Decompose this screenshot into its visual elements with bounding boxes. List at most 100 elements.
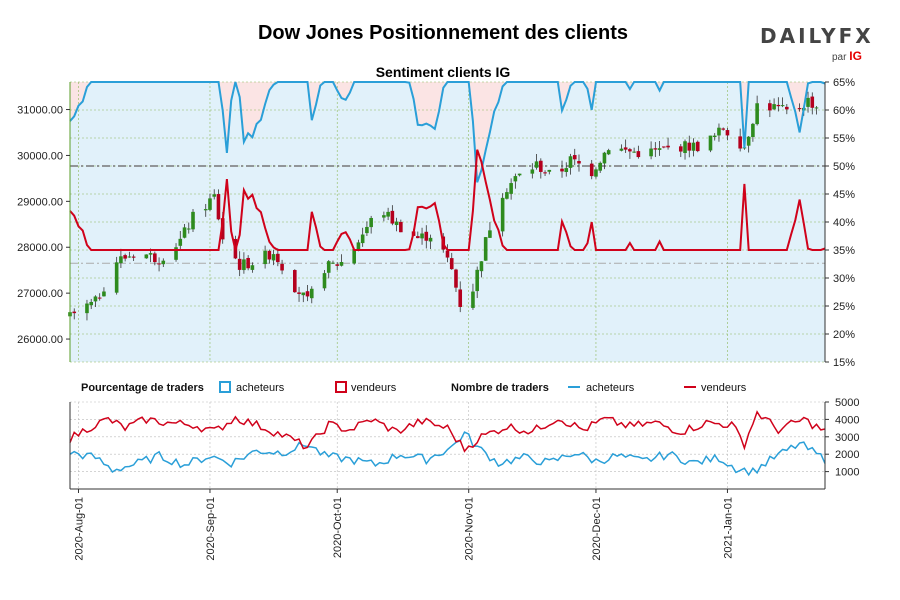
y-tick-label-right: 20% (833, 329, 855, 341)
candle-body (471, 291, 475, 308)
candle-body (623, 147, 628, 150)
candle-body (683, 141, 687, 154)
candle-body (806, 97, 810, 107)
x-axis: 2020-Aug-01 2020-Sep-01 2020-Oct-01 2020-No… (70, 488, 825, 561)
candle-body (785, 106, 789, 110)
candle-body (539, 160, 543, 172)
y-tick-label-left: 26000.00 (17, 334, 63, 346)
candle-body (483, 237, 488, 261)
candle-body (174, 247, 178, 260)
legend-pct-sellers-swatch (335, 381, 347, 393)
candle-body (721, 128, 726, 130)
candle-body (678, 146, 683, 152)
x-tick-label: 2020-Sep-01 (205, 497, 217, 561)
candle-body (530, 169, 535, 174)
candle-body (191, 211, 195, 230)
candle-body (780, 105, 785, 107)
y-tick-label-right: 45% (833, 189, 855, 201)
candle-body (547, 169, 552, 172)
candle-body (543, 172, 547, 174)
candle-body (500, 197, 505, 232)
candle-body (424, 231, 429, 241)
legend-pct-title: Pourcentage de traders (81, 382, 204, 394)
candle-body (445, 250, 450, 258)
candle-body (479, 261, 484, 272)
main-axes: 26000.00 27000.00 28000.00 29000.00 30000.00… (17, 77, 855, 369)
candle-body (602, 152, 607, 164)
candle-body (475, 269, 479, 292)
candles (68, 91, 819, 325)
legend-count-title: Nombre de traders (451, 382, 549, 394)
candle-body (416, 236, 420, 239)
candle-body (386, 211, 390, 217)
candle-body (717, 127, 721, 136)
candle-body (399, 221, 403, 233)
candle-body (335, 264, 340, 266)
sellers-pct-line (69, 149, 826, 251)
candle-body (458, 289, 463, 307)
y-tick-label-left: 31000.00 (17, 105, 63, 117)
count-y-tick-label: 4000 (835, 414, 859, 426)
legend: Pourcentage de traders acheteurs vendeur… (81, 381, 747, 394)
candle-body (144, 254, 149, 259)
candle-body (280, 263, 284, 271)
dailyfx-logo: DAILYFX par IG (760, 24, 874, 63)
y-tick-label-right: 65% (833, 77, 855, 89)
candle-body (250, 265, 255, 270)
candle-body (768, 103, 772, 111)
candle-body (326, 261, 331, 273)
candle-body (123, 255, 127, 259)
candle-body (488, 230, 492, 238)
candle-body (632, 151, 636, 153)
candle-body (509, 183, 513, 194)
candle-body (267, 250, 272, 260)
candle-body (755, 103, 759, 125)
x-tick-label: 2021-Jan-01 (722, 497, 734, 559)
candle-body (691, 142, 696, 151)
candle-body (322, 273, 327, 289)
x-tick-label: 2020-Oct-01 (332, 497, 344, 558)
candle-body (428, 237, 433, 242)
candle-body (157, 263, 161, 265)
candle-body (263, 250, 267, 265)
candle-body (746, 136, 751, 146)
y-tick-label-left: 30000.00 (17, 150, 63, 162)
candle-body (598, 162, 602, 171)
candle-body (309, 288, 314, 299)
candle-body (331, 262, 335, 264)
candle-body (305, 291, 310, 297)
candle-body (751, 123, 755, 138)
candle-body (657, 148, 662, 150)
candle-body (420, 233, 424, 239)
candle-body (577, 161, 581, 164)
candle-body (772, 104, 776, 110)
candle-body (653, 148, 658, 150)
candle-body (666, 145, 670, 148)
legend-pct-buyers: acheteurs (236, 382, 285, 394)
candle-body (220, 218, 225, 240)
candle-body (687, 142, 692, 151)
count-panel: 1000 2000 3000 4000 5000 (69, 397, 859, 489)
chart-subtitle: Sentiment clients IG (375, 64, 511, 80)
candle-body (216, 194, 221, 220)
candle-body (114, 262, 119, 293)
candle-body (394, 221, 399, 226)
candle-body (153, 253, 157, 263)
y-tick-label-right: 15% (833, 357, 855, 369)
x-tick-label: 2020-Aug-01 (73, 497, 85, 561)
logo-sub: par IG (832, 49, 862, 63)
legend-count-buyers: acheteurs (586, 382, 635, 394)
candle-body (93, 296, 98, 302)
x-tick-label: 2020-Nov-01 (464, 497, 476, 561)
candle-body (738, 136, 742, 149)
candle-body (568, 156, 573, 168)
candle-body (178, 238, 183, 246)
y-tick-label-right: 40% (833, 217, 855, 229)
candle-body (293, 270, 297, 293)
candle-body (560, 168, 564, 172)
buyers-pct-line (69, 81, 826, 183)
candle-body (505, 192, 509, 199)
candle-body (208, 198, 212, 210)
